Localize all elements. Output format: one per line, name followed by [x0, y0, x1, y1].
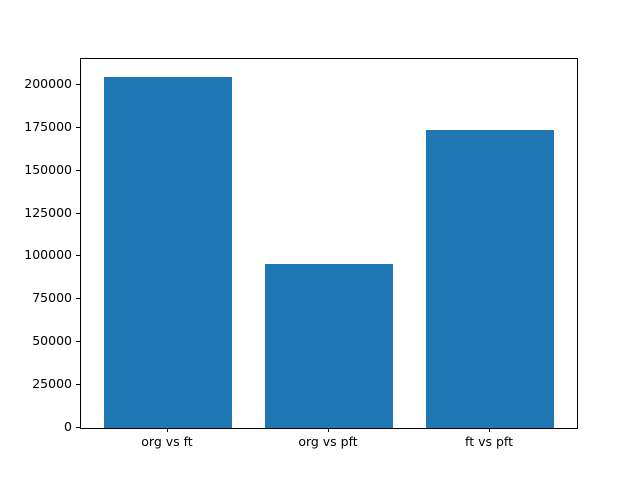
y-tick-mark	[76, 255, 80, 257]
x-tick-label: org vs ft	[141, 434, 193, 449]
y-tick-mark	[76, 427, 80, 428]
y-tick-label: 75000	[32, 290, 72, 306]
y-tick-label: 125000	[24, 204, 72, 220]
y-tick-mark	[76, 384, 80, 386]
y-tick-label: 150000	[24, 161, 72, 177]
bar-org-vs-ft	[103, 76, 233, 428]
bar-org-vs-pft	[264, 264, 394, 428]
y-tick-label: 175000	[24, 118, 72, 134]
plot-area	[80, 58, 578, 429]
y-tick-mark	[76, 169, 80, 171]
bar-ft-vs-pft	[425, 130, 555, 428]
x-tick-label: ft vs pft	[465, 434, 513, 449]
y-tick-mark	[76, 341, 80, 343]
y-tick-label: 25000	[32, 376, 72, 392]
y-tick-mark	[76, 298, 80, 300]
y-tick-mark	[76, 126, 80, 128]
y-tick-label: 200000	[24, 75, 72, 91]
x-tick-mark	[328, 428, 329, 432]
y-tick-label: 50000	[32, 333, 72, 349]
y-tick-mark	[76, 83, 80, 85]
x-tick-mark	[489, 428, 490, 432]
x-tick-mark	[167, 428, 168, 432]
y-tick-mark	[76, 212, 80, 214]
x-tick-label: org vs pft	[298, 434, 358, 449]
y-tick-label: 100000	[24, 247, 72, 263]
y-tick-label: 0	[64, 419, 72, 434]
